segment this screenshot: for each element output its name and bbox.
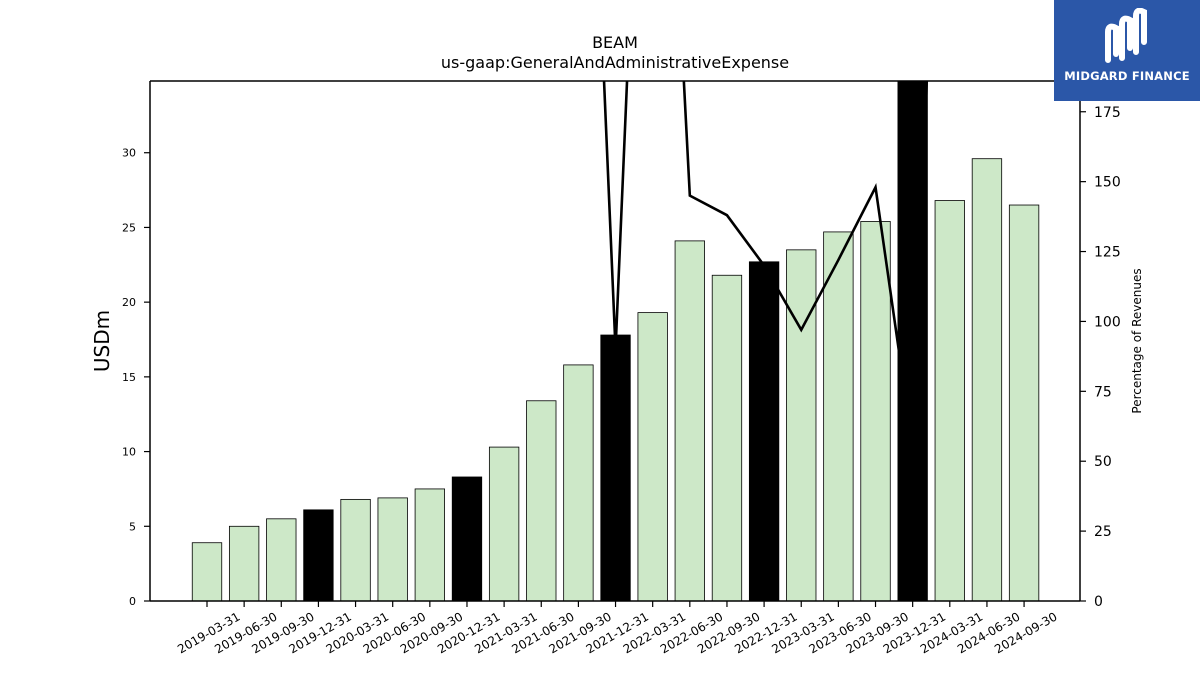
y2-tick-label: 50 xyxy=(1094,454,1112,470)
bar xyxy=(340,498,371,601)
y-tick-label: 5 xyxy=(129,520,136,533)
bar xyxy=(488,446,520,601)
bar xyxy=(377,497,408,601)
bar xyxy=(860,221,891,601)
y-tick-label: 25 xyxy=(122,221,136,234)
y-tick-label: 10 xyxy=(122,446,136,459)
bar xyxy=(971,158,1003,601)
midgard-logo-icon xyxy=(1105,8,1147,63)
line-point xyxy=(1023,69,1025,71)
y2-tick-label: 175 xyxy=(1094,105,1121,121)
logo: MIDGARD FINANCE xyxy=(1054,0,1200,101)
y-tick-label: 15 xyxy=(122,371,136,384)
y-axis-label: USDm xyxy=(90,310,114,372)
bar xyxy=(303,509,334,601)
bar xyxy=(1008,204,1040,601)
chart-subtitle: us-gaap:GeneralAndAdministrativeExpense xyxy=(441,53,789,72)
bar xyxy=(191,542,223,601)
bars-layer xyxy=(191,81,1040,601)
logo-text: MIDGARD FINANCE xyxy=(1064,69,1190,83)
bar xyxy=(266,518,297,601)
y-tick-label: 30 xyxy=(122,147,136,160)
y-tick-label: 0 xyxy=(129,595,136,608)
bar xyxy=(414,488,445,601)
bar xyxy=(786,249,817,601)
bar xyxy=(823,231,854,601)
y-tick-label: 20 xyxy=(122,296,136,309)
chart-title: BEAM xyxy=(592,33,638,52)
bar xyxy=(563,364,594,601)
bar xyxy=(748,261,780,601)
bar xyxy=(637,312,668,601)
line-layer xyxy=(602,69,1025,448)
bar xyxy=(711,274,743,601)
y2-tick-label: 100 xyxy=(1094,314,1121,330)
series-line xyxy=(602,81,929,448)
bar xyxy=(600,334,631,601)
bar xyxy=(451,476,483,601)
y2-tick-label: 150 xyxy=(1094,175,1121,191)
y2-tick-label: 75 xyxy=(1094,384,1112,400)
y2-tick-label: 125 xyxy=(1094,245,1121,261)
y2-tick-label: 25 xyxy=(1094,524,1112,540)
bar xyxy=(526,400,557,601)
bar xyxy=(674,240,705,601)
y2-tick-label: 0 xyxy=(1094,594,1103,610)
y2-axis-label: Percentage of Revenues xyxy=(1130,268,1144,413)
bar xyxy=(934,200,965,601)
bar xyxy=(228,525,260,601)
